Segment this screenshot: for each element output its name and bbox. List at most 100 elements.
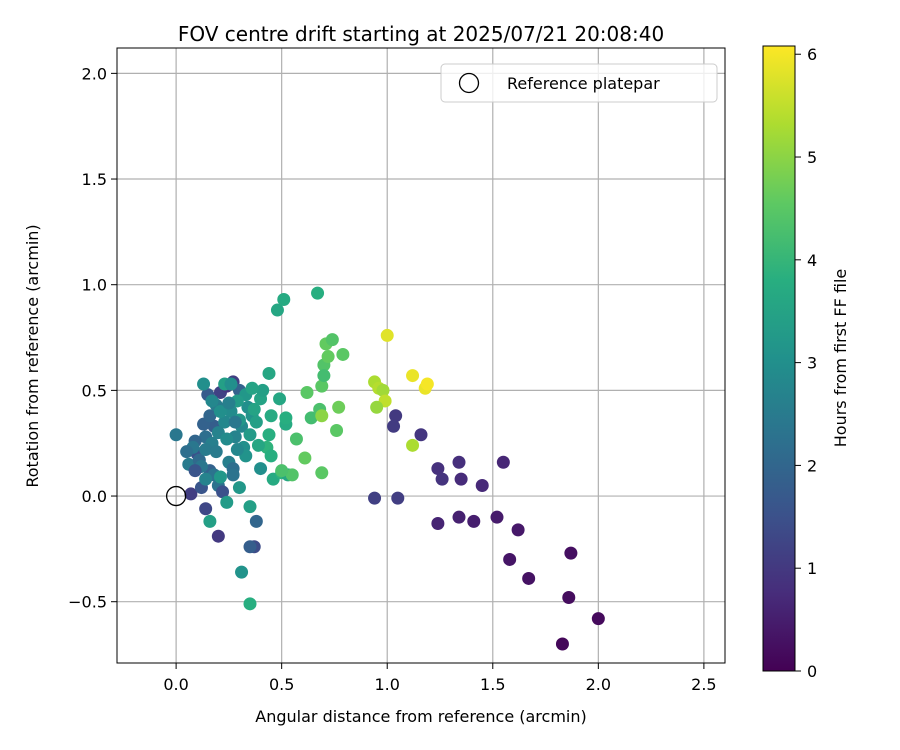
x-tick-label: 1.5 [480, 675, 505, 694]
data-point [562, 590, 576, 604]
data-point [277, 292, 291, 306]
data-point [511, 523, 525, 537]
data-point [264, 449, 278, 463]
data-point [211, 529, 225, 543]
data-point [496, 455, 510, 469]
y-tick-label: 1.0 [82, 276, 107, 295]
data-point [249, 415, 263, 429]
data-point [213, 470, 227, 484]
data-point [406, 438, 420, 452]
data-point [289, 432, 303, 446]
y-tick-label: −0.5 [68, 593, 107, 612]
data-point [387, 419, 401, 433]
x-tick-label: 2.5 [691, 675, 716, 694]
x-tick-label: 0.0 [163, 675, 188, 694]
data-point [435, 472, 449, 486]
x-axis-ticks: 0.0 0.5 1.0 1.5 2.0 2.5 [163, 663, 717, 694]
data-point [325, 333, 339, 347]
data-point [315, 466, 329, 480]
data-point [243, 597, 257, 611]
data-point [332, 400, 346, 414]
data-point [298, 451, 312, 465]
data-point [228, 415, 242, 429]
data-point [205, 394, 219, 408]
data-point [262, 366, 276, 380]
data-point [454, 472, 468, 486]
data-point [199, 443, 213, 457]
y-axis-ticks: −0.5 0.0 0.5 1.0 1.5 2.0 [68, 64, 117, 612]
data-point [315, 409, 329, 423]
reference-platepar-marker [165, 485, 187, 507]
data-point [243, 428, 257, 442]
x-tick-label: 2.0 [586, 675, 611, 694]
data-point [216, 485, 230, 499]
data-point [197, 377, 211, 391]
data-point [273, 392, 287, 406]
data-point [300, 385, 314, 399]
colorbar-label: Hours from first FF file [831, 269, 850, 448]
data-point [285, 468, 299, 482]
data-point [209, 445, 223, 459]
data-point [452, 510, 466, 524]
data-point [279, 411, 293, 425]
legend-marker [458, 72, 480, 94]
data-point [475, 478, 489, 492]
data-point [199, 472, 213, 486]
colorbar-tick-label: 0 [807, 662, 817, 681]
x-axis-label: Angular distance from reference (arcmin) [255, 707, 586, 726]
colorbar-tick-label: 2 [807, 456, 817, 475]
y-tick-label: 2.0 [82, 64, 107, 83]
y-tick-label: 0.5 [82, 381, 107, 400]
data-point [180, 445, 194, 459]
data-point [321, 350, 335, 364]
colorbar-tick-label: 3 [807, 354, 817, 373]
data-point [203, 409, 217, 423]
data-point [226, 468, 240, 482]
data-point [452, 455, 466, 469]
data-point [315, 379, 329, 393]
data-point [376, 383, 390, 397]
data-point [230, 443, 244, 457]
data-point [503, 552, 517, 566]
data-point [370, 400, 384, 414]
colorbar-tick-label: 5 [807, 148, 817, 167]
chart-title: FOV centre drift starting at 2025/07/21 … [178, 22, 664, 46]
data-point [304, 411, 318, 425]
data-point [232, 481, 246, 495]
data-point [203, 514, 217, 528]
colorbar-tick-label: 1 [807, 559, 817, 578]
legend: Reference platepar [440, 63, 718, 103]
data-point [249, 514, 263, 528]
data-point [199, 502, 213, 516]
data-point [368, 491, 382, 505]
data-point [467, 514, 481, 528]
x-tick-label: 1.0 [374, 675, 399, 694]
data-point [330, 424, 344, 438]
legend-entry-label: Reference platepar [507, 74, 660, 93]
data-point [391, 491, 405, 505]
data-point [275, 464, 289, 478]
colorbar-ticks: 0 1 2 3 4 5 6 [795, 45, 817, 681]
data-point [564, 546, 578, 560]
data-point [431, 517, 445, 531]
data-point [256, 383, 270, 397]
data-point [406, 369, 420, 383]
data-point [224, 377, 238, 391]
colorbar-tick-label: 6 [807, 45, 817, 64]
y-tick-label: 1.5 [82, 170, 107, 189]
colorbar [762, 45, 796, 672]
data-point [220, 432, 234, 446]
data-point [431, 462, 445, 476]
data-point [270, 303, 284, 317]
data-point [420, 377, 434, 391]
data-point [389, 409, 403, 423]
plot-frame [116, 47, 726, 664]
data-point [169, 428, 183, 442]
data-point [317, 369, 331, 383]
data-point [262, 428, 276, 442]
data-point [251, 438, 265, 452]
x-tick-label: 0.5 [269, 675, 294, 694]
legend-box [440, 63, 718, 103]
y-axis-label: Rotation from reference (arcmin) [23, 224, 42, 487]
